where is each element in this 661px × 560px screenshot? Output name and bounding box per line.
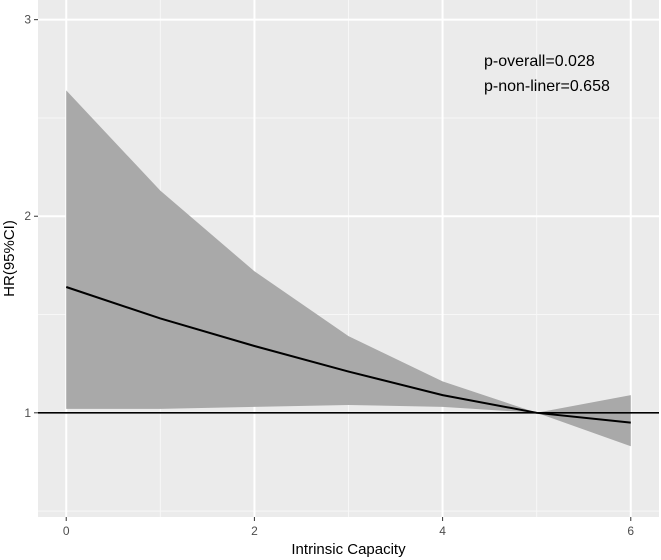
x-tick-label: 4 xyxy=(439,524,446,538)
confidence-band-0 xyxy=(66,90,631,447)
y-tick-label: 1 xyxy=(24,406,31,420)
x-axis-title: Intrinsic Capacity xyxy=(291,541,406,558)
series-lines xyxy=(65,286,631,424)
confidence-bands xyxy=(66,90,631,447)
x-tick-label: 2 xyxy=(251,524,258,538)
axis-ticks: 0 2 4 6 1 2 3 xyxy=(24,13,634,538)
minor-gridlines xyxy=(38,0,659,517)
x-tick-label: 0 xyxy=(63,524,70,538)
annotation-p-non-linear: p-non-liner=0.658 xyxy=(484,78,610,95)
y-tick-label: 3 xyxy=(24,13,31,27)
chart-texts: p-overall=0.028 p-non-liner=0.658 Intrin… xyxy=(1,53,610,558)
y-axis-title: HR(95%CI) xyxy=(1,220,18,297)
y-tick-label: 2 xyxy=(24,209,31,223)
x-tick-label: 6 xyxy=(627,524,634,538)
annotation-p-overall: p-overall=0.028 xyxy=(484,53,595,70)
hr-line-0 xyxy=(65,286,631,424)
